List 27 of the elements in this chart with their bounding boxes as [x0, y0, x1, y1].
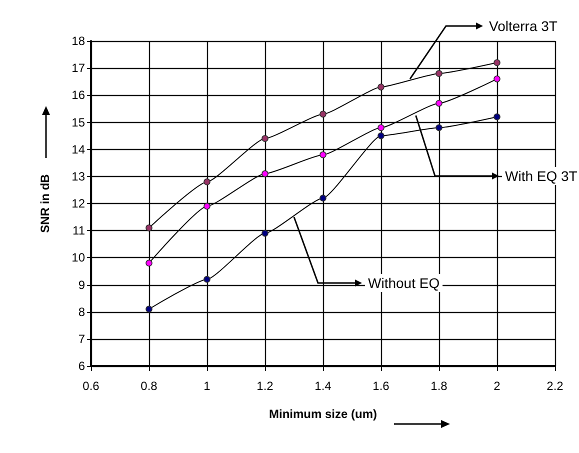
y-tick-label: 6: [78, 359, 86, 373]
y-tick-label: 12: [72, 196, 86, 210]
legend-label: With EQ 3T: [505, 168, 578, 184]
y-tick-label: 15: [72, 115, 86, 130]
x-tick-label: 0.6: [82, 379, 100, 393]
x-axis-title: Minimum size (um): [268, 407, 378, 421]
y-tick-label: 8: [78, 304, 86, 319]
y-tick-label: 10: [72, 250, 86, 265]
legend-label: Without EQ: [368, 275, 440, 291]
y-tick-label: 9: [78, 278, 86, 292]
y-tick-label: 13: [72, 169, 86, 184]
x-tick-label: 2: [494, 379, 501, 393]
x-tick-label: 1.6: [372, 379, 390, 393]
y-tick-label: 11: [72, 224, 86, 238]
x-tick-label: 1.4: [314, 379, 332, 393]
y-tick-label: 16: [72, 88, 86, 102]
y-tick-label: 17: [72, 61, 86, 76]
x-tick-label: 1.2: [256, 379, 274, 393]
y-tick-label: 7: [78, 332, 86, 346]
y-tick-label: 14: [72, 142, 86, 156]
legend-label: Volterra 3T: [489, 18, 558, 34]
x-tick-label: 0.8: [140, 379, 158, 393]
x-tick-label: 1.8: [430, 379, 448, 393]
y-axis-title: SNR in dB: [38, 174, 52, 233]
x-tick-label: 2.2: [546, 379, 564, 393]
x-tick-label: 1: [204, 379, 211, 393]
y-tick-label: 18: [72, 34, 86, 48]
